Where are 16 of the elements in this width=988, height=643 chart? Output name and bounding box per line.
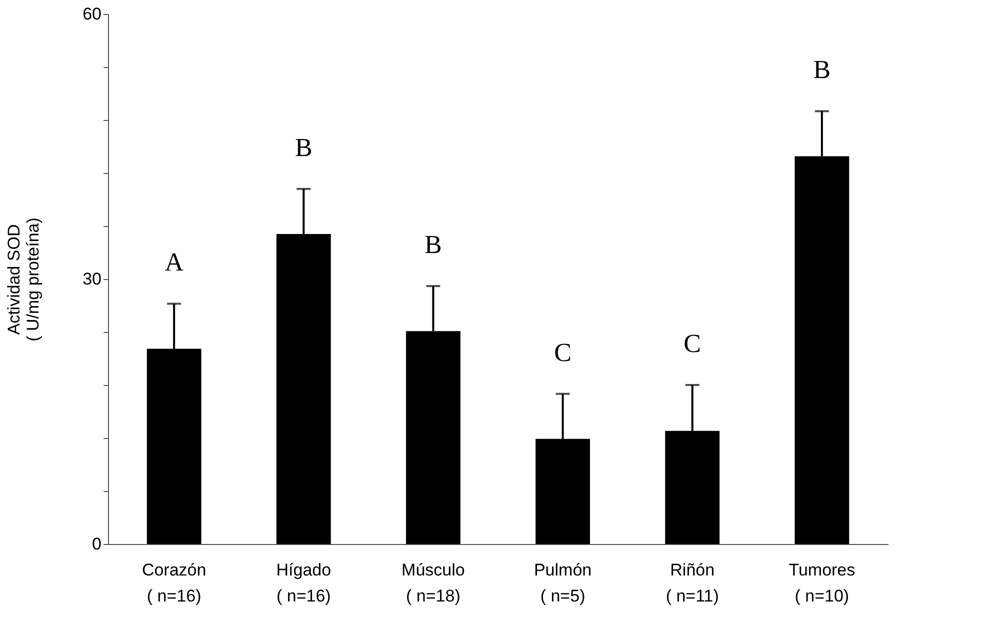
- annotation: C: [684, 329, 702, 358]
- x-tick-label: Tumores ( n=10): [788, 560, 856, 606]
- annotation: B: [294, 132, 312, 162]
- annotation: C: [554, 338, 572, 367]
- x-tick-label: Riñón ( n=11): [666, 560, 719, 606]
- y-axis-title: Actividad SOD ( U/mg proteína): [4, 218, 43, 342]
- x-tick-label: Corazón ( n=16): [142, 560, 206, 606]
- annotation: B: [424, 230, 442, 260]
- annotation: B: [813, 55, 831, 84]
- annotation: A: [164, 248, 184, 277]
- x-tick-label: Hígado ( n=16): [276, 560, 332, 606]
- x-tick-label: Pulmón ( n=5): [534, 560, 592, 606]
- y-tick-label: 60: [82, 4, 102, 24]
- y-tick-label: 0: [92, 534, 102, 554]
- y-tick-label: 30: [82, 270, 102, 288]
- x-tick-label: Músculo ( n=18): [402, 560, 465, 606]
